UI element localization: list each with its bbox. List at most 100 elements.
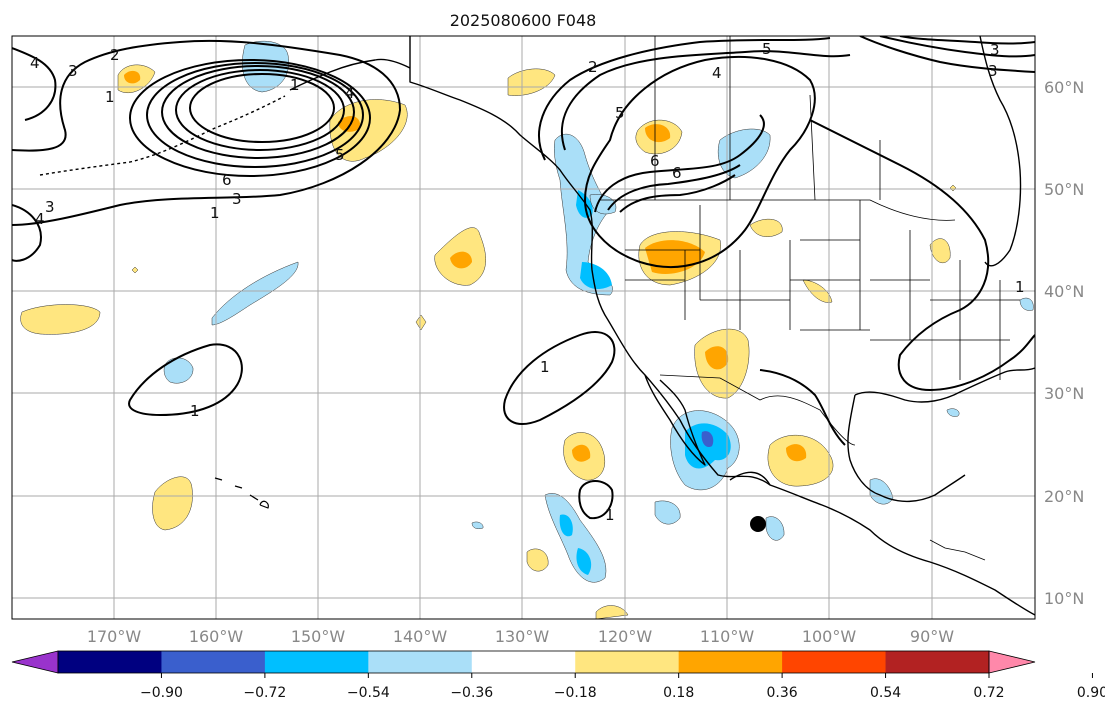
contour-label: 1 xyxy=(105,88,115,106)
location-marker xyxy=(750,516,766,532)
colorbar-extend-high xyxy=(988,650,1036,674)
colorbar-tick-label: 0.54 xyxy=(870,685,901,701)
lon-label: 100°W xyxy=(802,627,857,646)
contour-aleutian-outer xyxy=(12,39,402,226)
border-canada-provinces xyxy=(654,36,881,201)
contour-label: 5 xyxy=(335,146,345,164)
contour-mexico-bend xyxy=(759,369,846,446)
contour-label: 1 xyxy=(605,506,615,524)
political-borders xyxy=(409,36,1020,561)
border-states xyxy=(625,200,1020,380)
colorbar-segment xyxy=(368,651,473,673)
lon-label: 90°W xyxy=(910,627,954,646)
contour-north-ridge xyxy=(538,37,851,161)
contour-central-us xyxy=(809,119,1035,392)
latitude-labels: 60°N 50°N 40°N 30°N 20°N 10°N xyxy=(1044,78,1084,608)
colorbar-segment xyxy=(885,651,990,673)
colorbar-tick-label: 0.90 xyxy=(1077,685,1105,701)
coastline-hudson-bay xyxy=(979,36,1022,267)
contour-aleutian-low-5 xyxy=(189,73,335,143)
lat-label: 50°N xyxy=(1044,180,1084,199)
shade-neg-mid-pacific-band xyxy=(211,261,299,326)
shade-pos-tiny xyxy=(131,184,957,331)
colorbar-segment xyxy=(575,651,680,673)
shade-neg-gulf-strong xyxy=(701,431,714,448)
colorbar-segment xyxy=(782,651,887,673)
contour-label: 4 xyxy=(30,54,40,72)
colorbar-tick-label: 0.72 xyxy=(973,685,1004,701)
shade-pos-mexico-west-core xyxy=(572,444,591,462)
shade-pos-gulf-alaska-core xyxy=(338,116,361,132)
shade-pos-mexico-east-core xyxy=(786,444,807,462)
shade-pos-bc-core xyxy=(645,124,671,143)
contour-pnw-low-2 xyxy=(607,164,741,211)
shade-pos-nw-pacific-core xyxy=(124,70,141,84)
lat-label: 30°N xyxy=(1044,384,1084,403)
lon-label: 170°W xyxy=(87,627,142,646)
contour-lines xyxy=(12,36,1035,520)
colorbar-tick-label: 0.18 xyxy=(663,685,694,701)
colorbar-segment xyxy=(678,651,783,673)
contour-label: 4 xyxy=(35,210,45,228)
contour-label-group: 4 3 2 1 6 5 3 4 2 5 4 3 5 6 6 3 1 4 3 1 … xyxy=(30,40,1025,524)
contour-nw-corner xyxy=(12,47,57,262)
contour-label: 1 xyxy=(290,76,300,94)
lon-label: 150°W xyxy=(291,627,346,646)
shade-pos-tropics-small xyxy=(526,548,549,572)
contour-label: 4 xyxy=(712,64,722,82)
lat-label: 60°N xyxy=(1044,78,1084,97)
lat-label: 20°N xyxy=(1044,487,1084,506)
border-us-canada xyxy=(600,199,956,221)
shade-pos-southwest-core xyxy=(705,346,729,370)
shade-pos-offshore-core xyxy=(450,251,472,269)
lon-label: 160°W xyxy=(189,627,244,646)
colorbar-extend-low xyxy=(11,650,59,674)
border-central-america xyxy=(929,539,986,561)
coastline-hawaii xyxy=(214,477,269,509)
contour-label: 3 xyxy=(990,41,1000,59)
coastline-baja xyxy=(644,374,706,466)
coastline-north-america xyxy=(409,36,1035,616)
lon-label: 130°W xyxy=(495,627,550,646)
contour-label: 6 xyxy=(672,164,682,182)
contour-label: 6 xyxy=(650,152,660,170)
shade-pos-west-pacific xyxy=(20,304,101,335)
map-area: 4 3 2 1 6 5 3 4 2 5 4 3 5 6 6 3 1 4 3 1 … xyxy=(12,36,1035,619)
contour-label: 1 xyxy=(540,358,550,376)
map-title: 2025080600 F048 xyxy=(450,11,597,30)
colorbar-tick-label: −0.18 xyxy=(554,685,597,701)
lon-label: 110°W xyxy=(700,627,755,646)
contour-pnw-low-3 xyxy=(619,174,736,213)
contour-subtropical-closed xyxy=(503,331,616,425)
contour-aleutian-low-3 xyxy=(161,65,355,159)
contour-label: 1 xyxy=(1015,278,1025,296)
contour-tropics-small xyxy=(578,480,614,520)
lon-label: 120°W xyxy=(598,627,653,646)
contour-label: 3 xyxy=(232,190,242,208)
contour-label: 2 xyxy=(110,46,120,64)
coastlines xyxy=(39,36,1035,616)
colorbar-segment xyxy=(161,651,266,673)
contour-aleutian-low-4 xyxy=(175,69,345,151)
border-us-mexico xyxy=(659,374,856,446)
contour-label: 5 xyxy=(762,40,772,58)
contour-pacific-closed xyxy=(128,343,243,417)
shade-pos-tropics-bottom xyxy=(595,605,629,619)
contour-label: 3 xyxy=(68,62,78,80)
lat-label: 10°N xyxy=(1044,589,1084,608)
contour-east-canada xyxy=(859,36,1035,73)
colorbar-segment xyxy=(58,651,162,673)
lat-label: 40°N xyxy=(1044,282,1084,301)
contour-aleutian-low-1 xyxy=(129,59,371,177)
map-frame xyxy=(11,35,1036,620)
contour-label: 3 xyxy=(988,62,998,80)
contour-label: 6 xyxy=(222,171,232,189)
shade-pos-montana xyxy=(749,218,783,237)
contour-pnw-low-1 xyxy=(594,114,765,213)
colorbar-segment xyxy=(264,651,369,673)
coastline-gulf-mexico xyxy=(847,367,1035,503)
colorbar-tick-label: −0.54 xyxy=(347,685,390,701)
contour-label: 4 xyxy=(345,84,355,102)
contour-label: 1 xyxy=(190,402,200,420)
